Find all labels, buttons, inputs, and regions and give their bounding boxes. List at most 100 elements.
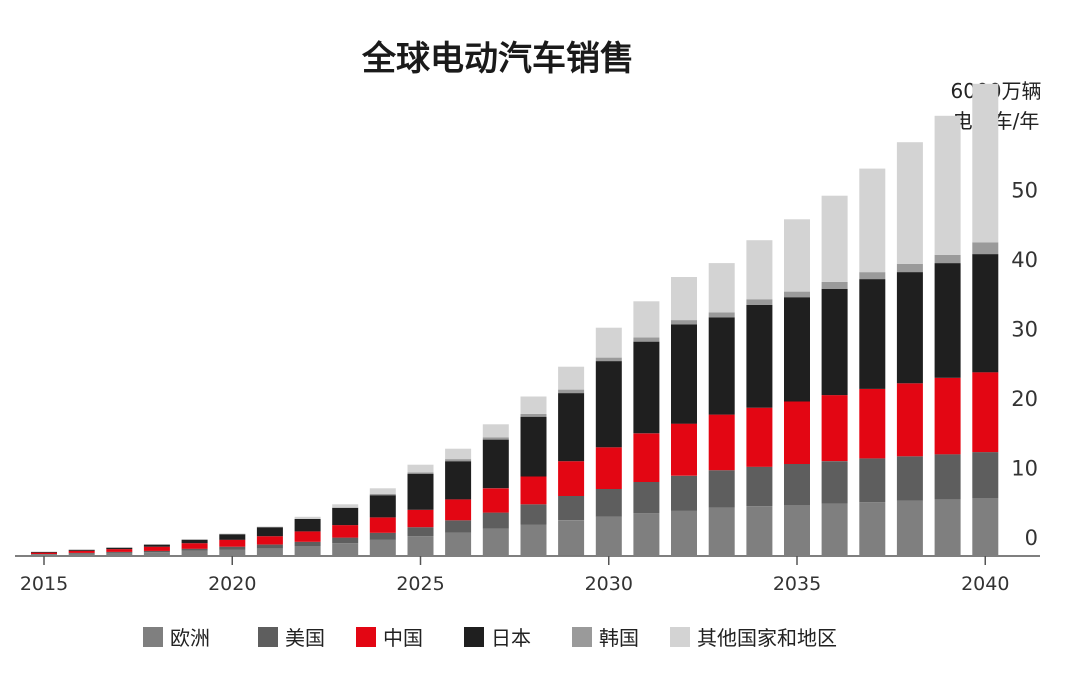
bar-segment-2039-4 [934,254,961,264]
bar-segment-2035-3 [784,297,810,402]
x-tick-label-2040: 2040 [961,573,1009,595]
bar-segment-2020-5 [219,533,246,535]
bar-segment-2032-1 [671,475,697,511]
bar-segment-2033-3 [708,317,735,415]
bar-segment-2034-5 [746,240,773,300]
x-tick-label-2020: 2020 [208,573,256,595]
bar-segment-2027-4 [482,437,509,440]
bar-segment-2035-0 [784,505,810,555]
bar-segment-2022-3 [294,518,321,532]
bar-segment-2030-2 [595,447,622,489]
bar-segment-2037-3 [859,279,886,389]
bar-segment-2038-4 [896,263,923,273]
bar-segment-2017-3 [106,547,133,550]
bar-segment-2036-4 [821,281,848,289]
bar-segment-2017-0 [106,552,133,555]
bar-segment-2040-3 [972,254,999,373]
legend-label-0: 欧洲 [170,626,210,650]
bar-segment-2037-5 [859,168,886,273]
bar-segment-2028-2 [520,476,547,505]
bar-segment-2040-1 [972,452,999,498]
bar-segment-2030-1 [595,489,622,517]
bar-segment-2037-4 [859,272,886,280]
bar-segment-2036-2 [821,395,848,462]
bar-segment-2017-1 [106,551,133,553]
bar-segment-2021-2 [256,536,283,545]
bar-segment-2020-2 [219,539,246,547]
bar-segment-2021-5 [256,526,283,528]
bar-segment-2024-3 [369,495,396,518]
bar-segment-2027-3 [482,439,509,489]
bar-segment-2023-5 [332,504,359,508]
bar-segment-2015-0 [31,554,57,555]
bar-segment-2027-0 [482,528,509,555]
bar-segment-2036-3 [821,288,848,396]
bar-segment-2017-2 [106,549,133,552]
bar-segment-2031-5 [633,301,660,338]
bar-segment-2035-1 [784,464,810,505]
bar-segment-2037-2 [859,388,886,459]
bar-segment-2026-5 [445,448,472,460]
bars-group [31,83,999,556]
bar-segment-2022-0 [294,546,321,555]
bar-segment-2033-0 [708,507,735,555]
bar-segment-2026-0 [445,532,472,555]
bar-segment-2029-4 [558,389,585,394]
bar-segment-2025-0 [407,536,434,555]
bar-segment-2026-1 [445,520,472,533]
y-tick-label-40: 40 [1011,248,1038,272]
bar-segment-2029-0 [558,520,585,556]
bar-segment-2024-4 [369,493,396,496]
bar-segment-2033-1 [708,470,735,508]
chart-title: 全球电动汽车销售 [361,39,634,79]
bar-segment-2036-5 [821,195,848,282]
bar-segment-2020-3 [219,534,246,540]
bar-segment-2038-0 [896,500,923,555]
bar-segment-2040-0 [972,498,999,555]
legend-swatch-2 [356,627,376,647]
legend-swatch-4 [572,627,592,647]
bar-segment-2030-0 [595,516,622,555]
bar-segment-2040-2 [972,372,999,453]
bar-segment-2028-5 [520,396,547,414]
bar-segment-2022-2 [294,531,321,542]
bar-segment-2029-2 [558,461,585,496]
bar-segment-2015-3 [31,551,57,553]
bar-segment-2040-5 [972,83,999,243]
bar-segment-2025-3 [407,473,434,510]
bar-segment-2038-3 [896,272,923,384]
bar-segment-2022-1 [294,541,321,546]
y-tick-label-30: 30 [1011,318,1038,342]
bar-segment-2035-2 [784,401,810,464]
bar-segment-2030-5 [595,327,622,358]
bar-segment-2024-2 [369,517,396,533]
bar-segment-2034-0 [746,506,773,555]
legend-swatch-1 [258,627,278,647]
bar-segment-2034-4 [746,299,773,305]
x-tick-label-2030: 2030 [585,573,633,595]
bar-segment-2035-4 [784,291,810,298]
bar-segment-2034-1 [746,466,773,507]
bar-segment-2030-4 [595,357,622,362]
bar-segment-2015-2 [31,552,57,554]
y-tick-label-10: 10 [1011,457,1038,481]
legend-label-2: 中国 [383,626,423,650]
bar-segment-2021-1 [256,544,283,549]
bar-segment-2019-1 [181,548,208,551]
bar-segment-2025-4 [407,472,434,474]
bar-segment-2040-4 [972,242,999,255]
bar-segment-2033-2 [708,414,735,471]
bar-segment-2025-5 [407,464,434,473]
bar-segment-2024-0 [369,539,396,555]
bar-segment-2039-2 [934,377,961,455]
y-tick-label-50: 50 [1011,179,1038,203]
bar-segment-2027-1 [482,512,509,529]
bar-segment-2020-1 [219,546,246,550]
bar-segment-2039-3 [934,263,961,378]
legend-swatch-3 [464,627,484,647]
bar-segment-2016-3 [68,549,95,551]
bar-segment-2030-3 [595,361,622,448]
bar-segment-2016-2 [68,550,95,553]
bar-segment-2039-5 [934,115,961,255]
